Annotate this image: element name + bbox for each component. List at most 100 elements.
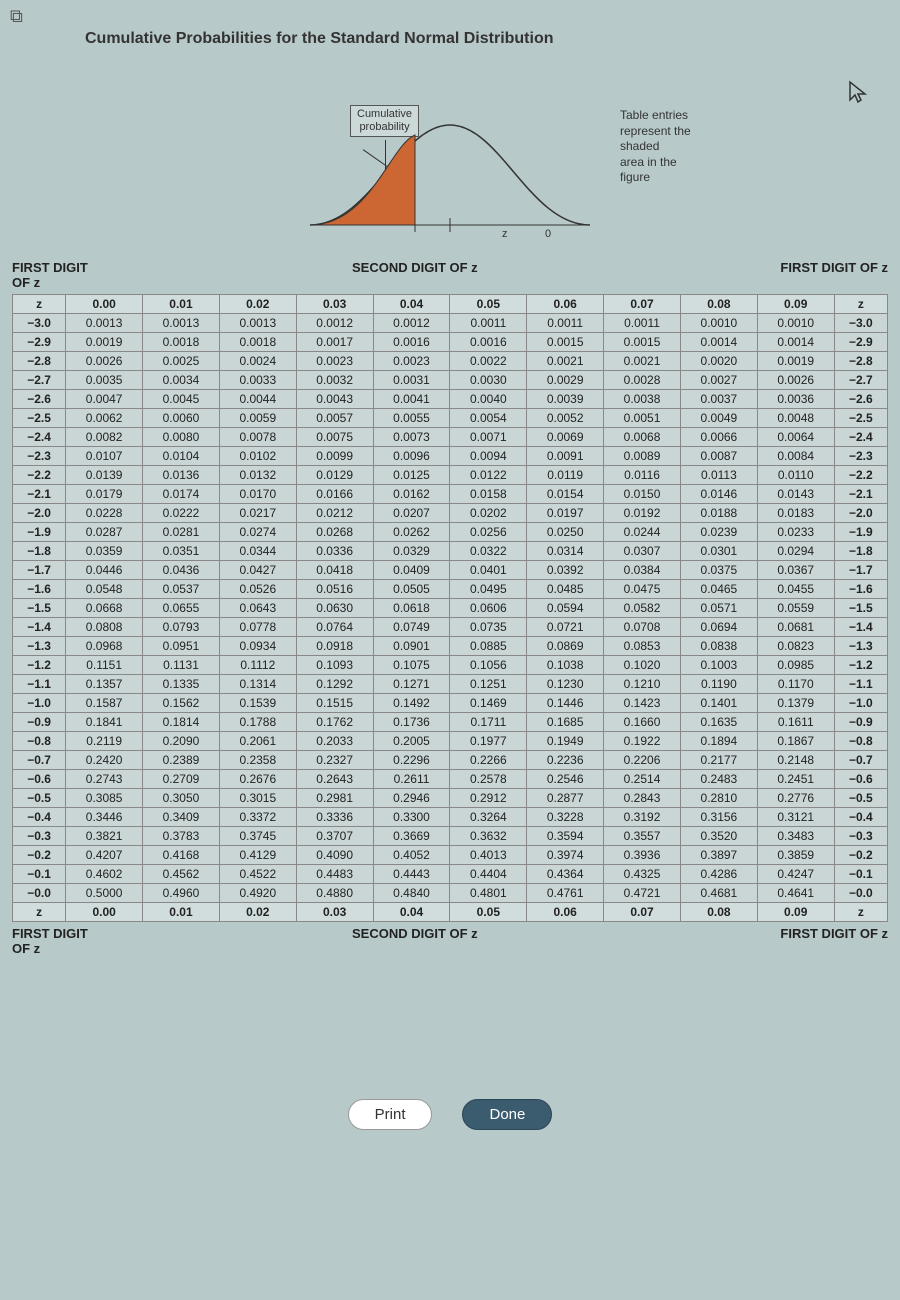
probability-cell: 0.4364 xyxy=(527,865,604,884)
probability-cell: 0.3594 xyxy=(527,827,604,846)
probability-cell: 0.2483 xyxy=(680,770,757,789)
probability-cell: 0.0018 xyxy=(143,333,220,352)
z-value-cell: −0.3 xyxy=(834,827,887,846)
probability-cell: 0.0351 xyxy=(143,542,220,561)
probability-cell: 0.0143 xyxy=(757,485,834,504)
z-value-cell: −1.1 xyxy=(834,675,887,694)
probability-cell: 0.0256 xyxy=(450,523,527,542)
probability-cell: 0.4920 xyxy=(219,884,296,903)
probability-cell: 0.4286 xyxy=(680,865,757,884)
table-row: −0.60.27430.27090.26760.26430.26110.2578… xyxy=(13,770,888,789)
z-value-cell: −0.1 xyxy=(13,865,66,884)
probability-cell: 0.0222 xyxy=(143,504,220,523)
probability-cell: 0.2946 xyxy=(373,789,450,808)
probability-cell: 0.3121 xyxy=(757,808,834,827)
probability-cell: 0.4013 xyxy=(450,846,527,865)
probability-cell: 0.3859 xyxy=(757,846,834,865)
probability-cell: 0.0129 xyxy=(296,466,373,485)
probability-cell: 0.2912 xyxy=(450,789,527,808)
probability-cell: 0.0934 xyxy=(219,637,296,656)
probability-cell: 0.0475 xyxy=(604,580,681,599)
z-value-cell: −2.2 xyxy=(834,466,887,485)
probability-cell: 0.0537 xyxy=(143,580,220,599)
table-row: −1.80.03590.03510.03440.03360.03290.0322… xyxy=(13,542,888,561)
probability-cell: 0.2090 xyxy=(143,732,220,751)
probability-cell: 0.0951 xyxy=(143,637,220,656)
probability-cell: 0.3446 xyxy=(66,808,143,827)
z-value-cell: −2.1 xyxy=(834,485,887,504)
probability-cell: 0.0011 xyxy=(604,314,681,333)
probability-cell: 0.0150 xyxy=(604,485,681,504)
bottom-header-row: FIRST DIGIT OF z SECOND DIGIT OF z FIRST… xyxy=(12,926,888,956)
probability-cell: 0.0080 xyxy=(143,428,220,447)
z-value-cell: −2.8 xyxy=(834,352,887,371)
z-value-cell: −0.2 xyxy=(834,846,887,865)
z-value-cell: −2.5 xyxy=(13,409,66,428)
table-row: −1.60.05480.05370.05260.05160.05050.0495… xyxy=(13,580,888,599)
probability-cell: 0.4721 xyxy=(604,884,681,903)
probability-cell: 0.2206 xyxy=(604,751,681,770)
probability-cell: 0.0102 xyxy=(219,447,296,466)
probability-cell: 0.0094 xyxy=(450,447,527,466)
probability-cell: 0.0071 xyxy=(450,428,527,447)
probability-cell: 0.1562 xyxy=(143,694,220,713)
probability-cell: 0.0078 xyxy=(219,428,296,447)
probability-cell: 0.3015 xyxy=(219,789,296,808)
probability-cell: 0.0869 xyxy=(527,637,604,656)
probability-cell: 0.2296 xyxy=(373,751,450,770)
probability-cell: 0.0655 xyxy=(143,599,220,618)
table-row: −0.50.30850.30500.30150.29810.29460.2912… xyxy=(13,789,888,808)
second-digit-header: 0.08 xyxy=(680,295,757,314)
probability-cell: 0.0853 xyxy=(604,637,681,656)
probability-cell: 0.0052 xyxy=(527,409,604,428)
probability-cell: 0.4681 xyxy=(680,884,757,903)
probability-cell: 0.1075 xyxy=(373,656,450,675)
z-value-cell: −0.0 xyxy=(834,884,887,903)
second-digit-header: 0.00 xyxy=(66,295,143,314)
probability-cell: 0.0465 xyxy=(680,580,757,599)
probability-cell: 0.0274 xyxy=(219,523,296,542)
z-value-cell: −2.7 xyxy=(834,371,887,390)
table-row: −1.70.04460.04360.04270.04180.04090.0401… xyxy=(13,561,888,580)
probability-cell: 0.3228 xyxy=(527,808,604,827)
z-value-cell: −1.9 xyxy=(834,523,887,542)
probability-cell: 0.2327 xyxy=(296,751,373,770)
probability-cell: 0.3974 xyxy=(527,846,604,865)
probability-cell: 0.0068 xyxy=(604,428,681,447)
probability-cell: 0.0749 xyxy=(373,618,450,637)
probability-cell: 0.3050 xyxy=(143,789,220,808)
probability-cell: 0.0918 xyxy=(296,637,373,656)
probability-cell: 0.1788 xyxy=(219,713,296,732)
probability-cell: 0.0010 xyxy=(757,314,834,333)
print-button[interactable]: Print xyxy=(348,1099,433,1130)
bell-svg xyxy=(310,110,590,245)
probability-cell: 0.0125 xyxy=(373,466,450,485)
probability-cell: 0.0013 xyxy=(219,314,296,333)
probability-cell: 0.0062 xyxy=(66,409,143,428)
probability-cell: 0.0110 xyxy=(757,466,834,485)
probability-cell: 0.2236 xyxy=(527,751,604,770)
probability-cell: 0.4483 xyxy=(296,865,373,884)
table-row: −2.60.00470.00450.00440.00430.00410.0040… xyxy=(13,390,888,409)
z-value-cell: −2.4 xyxy=(834,428,887,447)
z-value-cell: −2.2 xyxy=(13,466,66,485)
probability-cell: 0.3409 xyxy=(143,808,220,827)
probability-cell: 0.0823 xyxy=(757,637,834,656)
table-row: −2.10.01790.01740.01700.01660.01620.0158… xyxy=(13,485,888,504)
probability-cell: 0.0174 xyxy=(143,485,220,504)
table-row: −2.70.00350.00340.00330.00320.00310.0030… xyxy=(13,371,888,390)
popout-icon[interactable]: ⧉ xyxy=(10,6,23,27)
probability-cell: 0.0016 xyxy=(450,333,527,352)
probability-cell: 0.0344 xyxy=(219,542,296,561)
z-value-cell: −0.8 xyxy=(834,732,887,751)
caption-line1: Table entries xyxy=(620,108,710,124)
probability-cell: 0.0014 xyxy=(680,333,757,352)
z-value-cell: −0.9 xyxy=(834,713,887,732)
probability-cell: 0.0188 xyxy=(680,504,757,523)
second-digit-footer: 0.00 xyxy=(66,903,143,922)
done-button[interactable]: Done xyxy=(462,1099,552,1130)
probability-cell: 0.1131 xyxy=(143,656,220,675)
z-value-cell: −0.0 xyxy=(13,884,66,903)
probability-cell: 0.0045 xyxy=(143,390,220,409)
probability-cell: 0.4052 xyxy=(373,846,450,865)
